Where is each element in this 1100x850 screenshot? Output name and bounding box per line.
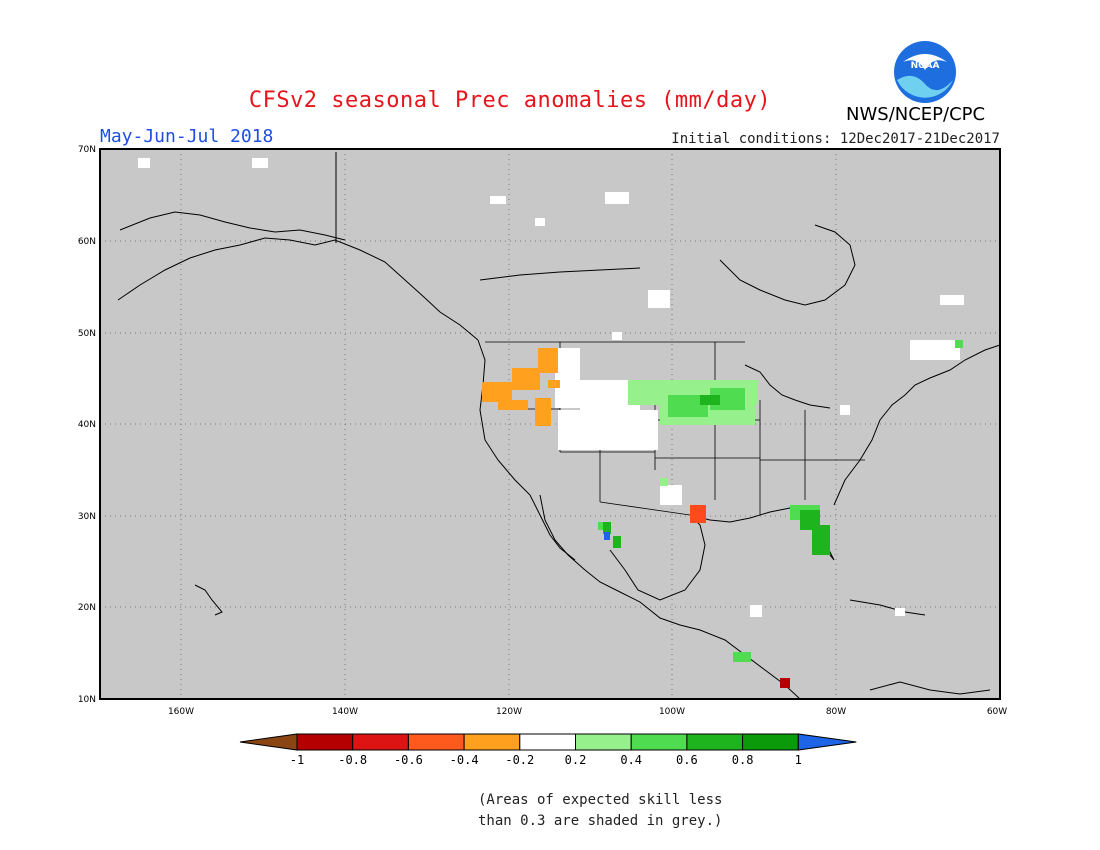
colorbar-label: -0.6 — [394, 753, 423, 767]
lat-label: 30N — [78, 512, 96, 522]
lon-label: 80W — [826, 707, 846, 717]
lat-label: 20N — [78, 603, 96, 613]
colorbar-segment — [352, 733, 409, 751]
season-label: May-Jun-Jul 2018 — [100, 126, 274, 147]
colorbar-label: 1 — [795, 753, 802, 767]
agency-label: NWS/NCEP/CPC — [846, 104, 986, 125]
lat-label: 40N — [78, 420, 96, 430]
initial-conditions-label: Initial conditions: 12Dec2017-21Dec2017 — [671, 131, 1000, 147]
lon-label: 160W — [168, 707, 194, 717]
colorbar-label: -0.8 — [338, 753, 367, 767]
lon-label: 120W — [496, 707, 522, 717]
colorbar-label: -0.4 — [450, 753, 479, 767]
colorbar-segment — [742, 733, 799, 751]
skill-note-line-2: than 0.3 are shaded in grey.) — [478, 813, 723, 829]
colorbar-segment — [630, 733, 688, 751]
colorbar-segment — [519, 733, 576, 751]
lon-label: 100W — [659, 707, 685, 717]
colorbar-label: 0.2 — [565, 753, 587, 767]
latitude-labels: 70N 60N 50N 40N 30N 20N 10N — [78, 145, 96, 705]
colorbar-segment — [686, 733, 744, 751]
colorbar-label: 0.8 — [732, 753, 754, 767]
map-frame — [99, 148, 1001, 700]
longitude-labels: 160W 140W 120W 100W 80W 60W — [168, 707, 1007, 717]
skill-note-line-1: (Areas of expected skill less — [478, 792, 723, 808]
chart-title: CFSv2 seasonal Prec anomalies (mm/day) — [248, 88, 772, 113]
anomaly-cells — [138, 158, 964, 688]
colorbar-left-arrow — [239, 733, 298, 751]
lat-label: 60N — [78, 237, 96, 247]
lat-label: 70N — [78, 145, 96, 155]
colorbar-label: -1 — [290, 753, 304, 767]
colorbar-label: -0.2 — [505, 753, 534, 767]
colorbar: -1 -0.8 -0.6 -0.4 -0.2 0.2 0.4 0.6 0.8 1 — [239, 733, 857, 767]
noaa-logo-text: NOAA — [911, 61, 940, 71]
skill-note: (Areas of expected skill less than 0.3 a… — [478, 790, 722, 832]
colorbar-right-arrow — [797, 733, 857, 751]
colorbar-segment — [463, 733, 521, 751]
lon-label: 140W — [332, 707, 358, 717]
lat-label: 10N — [78, 695, 96, 705]
colorbar-segment — [407, 733, 465, 751]
lon-label: 60W — [987, 707, 1007, 717]
noaa-logo-icon: NOAA — [894, 41, 956, 103]
colorbar-segment — [296, 733, 354, 751]
colorbar-segment — [575, 733, 632, 751]
colorbar-label: 0.4 — [620, 753, 642, 767]
lat-label: 50N — [78, 329, 96, 339]
colorbar-label: 0.6 — [676, 753, 698, 767]
